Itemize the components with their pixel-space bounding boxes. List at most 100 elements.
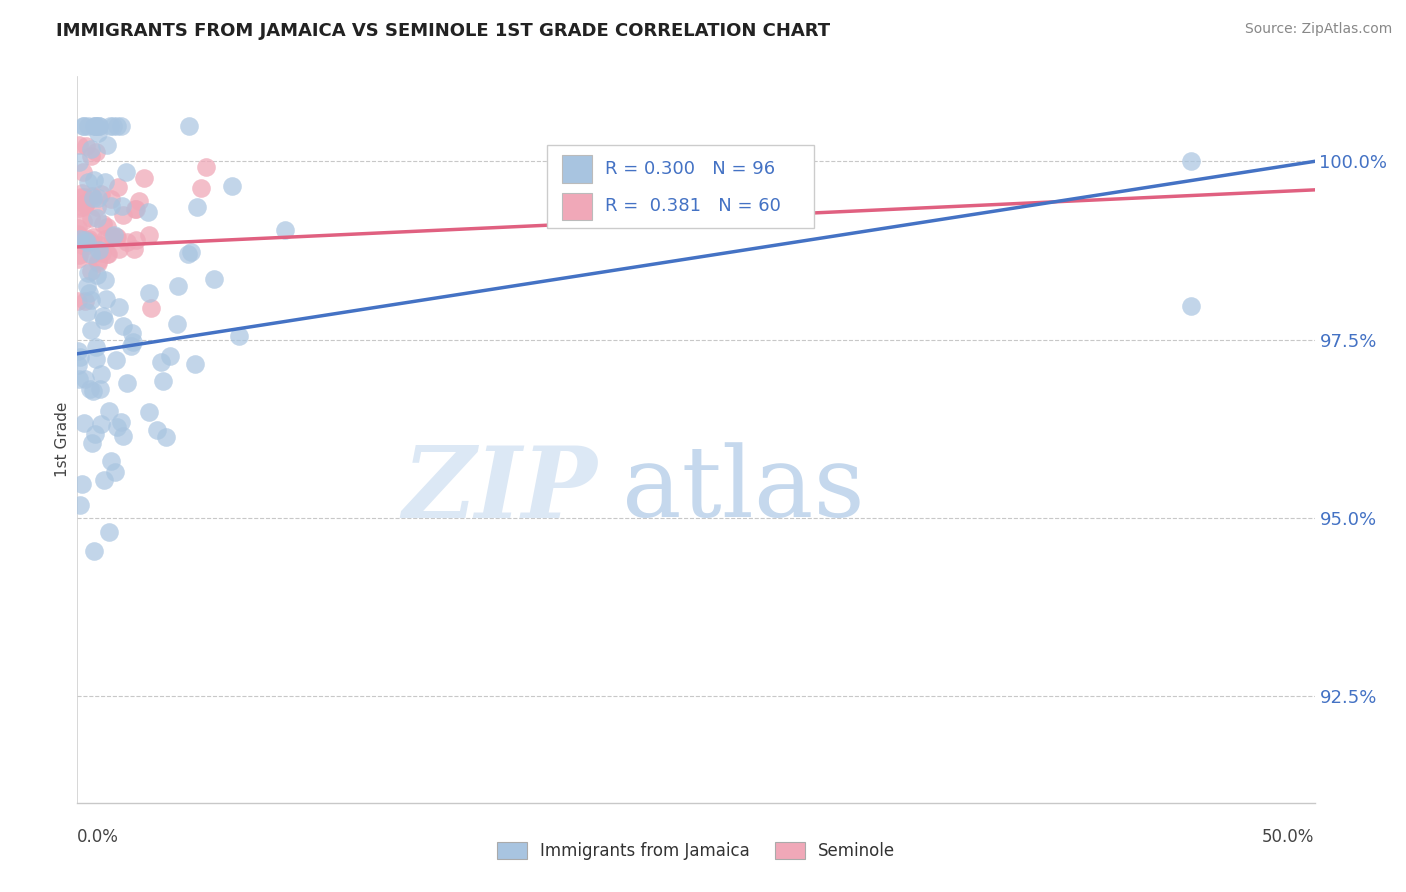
Point bbox=[67, 201, 90, 215]
Point bbox=[195, 161, 218, 175]
Point bbox=[155, 430, 177, 444]
Point bbox=[125, 202, 148, 216]
Point bbox=[79, 232, 101, 246]
Point bbox=[93, 473, 115, 487]
Point bbox=[66, 293, 89, 308]
Point bbox=[86, 256, 108, 270]
Point bbox=[75, 139, 97, 153]
Point bbox=[138, 405, 160, 419]
Point bbox=[112, 318, 135, 333]
Point bbox=[91, 245, 114, 260]
Point bbox=[98, 525, 121, 540]
Point bbox=[66, 358, 89, 372]
Point bbox=[89, 238, 111, 252]
FancyBboxPatch shape bbox=[547, 145, 814, 228]
Point bbox=[114, 165, 136, 179]
Point bbox=[83, 544, 105, 558]
Point bbox=[186, 200, 208, 214]
Point bbox=[73, 190, 96, 204]
Point bbox=[93, 273, 115, 287]
Point bbox=[202, 272, 225, 286]
Point bbox=[96, 293, 118, 307]
Point bbox=[79, 382, 101, 396]
Point bbox=[82, 191, 104, 205]
Point bbox=[75, 233, 97, 247]
Point bbox=[69, 190, 91, 204]
Point bbox=[69, 350, 91, 364]
Point bbox=[159, 349, 181, 363]
Point bbox=[80, 323, 103, 337]
Point bbox=[101, 119, 124, 133]
Point bbox=[90, 187, 112, 202]
Point bbox=[98, 119, 121, 133]
Text: 0.0%: 0.0% bbox=[77, 828, 120, 846]
Point bbox=[125, 233, 148, 247]
Point bbox=[105, 230, 128, 244]
Point bbox=[76, 233, 98, 247]
Point bbox=[111, 199, 134, 213]
FancyBboxPatch shape bbox=[562, 193, 592, 220]
Point bbox=[100, 192, 122, 206]
Point bbox=[75, 198, 97, 212]
Point bbox=[73, 294, 96, 309]
Point bbox=[87, 253, 110, 268]
Point bbox=[93, 313, 115, 327]
Point bbox=[221, 179, 243, 194]
Point bbox=[93, 232, 115, 246]
Text: ZIP: ZIP bbox=[402, 442, 598, 539]
Point bbox=[136, 205, 159, 219]
Point bbox=[76, 278, 98, 293]
Point bbox=[87, 126, 110, 140]
Point bbox=[91, 218, 114, 232]
Point bbox=[79, 235, 101, 249]
Point bbox=[122, 242, 145, 256]
Point bbox=[97, 403, 120, 417]
Text: 50.0%: 50.0% bbox=[1263, 828, 1315, 846]
Point bbox=[76, 304, 98, 318]
Point bbox=[86, 351, 108, 366]
Text: R =  0.381   N = 60: R = 0.381 N = 60 bbox=[605, 197, 780, 215]
Point bbox=[83, 119, 105, 133]
Point bbox=[152, 374, 174, 388]
Legend: Immigrants from Jamaica, Seminole: Immigrants from Jamaica, Seminole bbox=[491, 836, 901, 867]
Point bbox=[80, 435, 103, 450]
Point bbox=[104, 353, 127, 368]
Point bbox=[96, 220, 118, 235]
Point bbox=[100, 454, 122, 468]
Point bbox=[110, 415, 132, 429]
Point bbox=[97, 247, 120, 261]
Point bbox=[67, 154, 90, 169]
Point bbox=[75, 196, 97, 211]
Point bbox=[73, 416, 96, 430]
Point bbox=[80, 264, 103, 278]
Point bbox=[138, 285, 160, 300]
Point bbox=[72, 119, 94, 133]
Point bbox=[86, 211, 108, 226]
Point bbox=[105, 119, 128, 133]
Point bbox=[180, 245, 202, 260]
Point bbox=[86, 268, 108, 283]
Point bbox=[107, 180, 129, 194]
Point bbox=[100, 229, 122, 244]
Point bbox=[84, 427, 107, 442]
Point bbox=[128, 194, 150, 209]
Point bbox=[67, 227, 90, 242]
Point bbox=[89, 119, 111, 133]
Y-axis label: 1st Grade: 1st Grade bbox=[55, 401, 70, 477]
Point bbox=[67, 248, 90, 262]
Point bbox=[107, 301, 129, 315]
Point bbox=[72, 186, 94, 200]
Point bbox=[80, 211, 103, 225]
Point bbox=[177, 247, 200, 261]
Point bbox=[110, 119, 132, 133]
Point bbox=[66, 227, 89, 241]
Point bbox=[104, 229, 127, 244]
Point bbox=[134, 170, 156, 185]
Point bbox=[104, 465, 127, 479]
Point bbox=[190, 181, 212, 195]
Point bbox=[82, 384, 104, 398]
Point bbox=[80, 293, 103, 308]
Point bbox=[112, 208, 135, 222]
Point bbox=[90, 417, 112, 432]
Point bbox=[96, 247, 118, 261]
